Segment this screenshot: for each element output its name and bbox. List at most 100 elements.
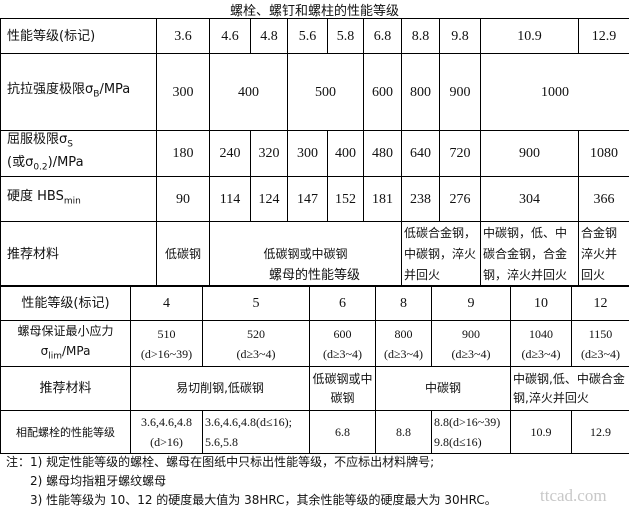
bolt-grade-table: 性能等级(标记) 3.6 4.6 4.8 5.6 5.8 6.8 8.8 9.8… <box>0 18 629 287</box>
cell: 12 <box>572 286 629 321</box>
value: 1150 <box>589 327 613 341</box>
cell: 8.8(d>16~39) 9.8(d≤16) <box>432 411 511 454</box>
value: 9.8(d≤16) <box>434 435 482 449</box>
cell: 320 <box>251 131 288 177</box>
cell: 3.6,4.6,4.8 (d>16) <box>131 411 203 454</box>
value: 5.6,5.8 <box>205 435 238 449</box>
cell: 640 <box>402 131 440 177</box>
cell: 90 <box>157 177 210 222</box>
cell: 600 <box>364 54 402 131</box>
cell: 1000 <box>481 54 629 131</box>
cell: 114 <box>210 177 251 222</box>
cell: 6.8 <box>310 411 376 454</box>
cell: 中碳钢 <box>376 367 511 411</box>
cell: 12.9 <box>572 411 629 454</box>
cell: 900 (d≥3~4) <box>432 321 511 367</box>
cell: 124 <box>251 177 288 222</box>
cell: 800 (d≥3~4) <box>376 321 432 367</box>
cell: 510 (d>16~39) <box>131 321 203 367</box>
row-label: 屈服极限σS (或σ0.2)/MPa <box>1 131 157 177</box>
grade-row: 性能等级(标记) 4 5 6 8 9 10 12 <box>1 286 629 321</box>
cell: 10.9 <box>481 19 579 54</box>
cell: 3.6 <box>157 19 210 54</box>
cell: 易切削钢,低碳钢 <box>131 367 310 411</box>
label-sub: 0.2 <box>33 162 47 172</box>
hardness-row: 硬度 HBSmin 90 114 124 147 152 181 238 276… <box>1 177 629 222</box>
cell: 276 <box>440 177 481 222</box>
label-sub: lim <box>48 351 62 361</box>
value: 800 <box>395 327 413 341</box>
note-3: 3) 性能等级为 10、12 的硬度最大值为 38HRC，其余性能等级的硬度最大… <box>30 491 497 508</box>
cell: 720 <box>440 131 481 177</box>
row-label: 推荐材料 <box>1 367 131 411</box>
cell: 900 <box>440 54 481 131</box>
cell: 1150 (d≥3~4) <box>572 321 629 367</box>
range: (d≥3~4) <box>384 347 423 361</box>
cell: 600(d≥3~4) <box>310 321 376 367</box>
cell: 8.8 <box>402 19 440 54</box>
label-text: 屈服极限σ <box>7 132 67 147</box>
cell: 181 <box>364 177 402 222</box>
cell: 1040(d≥3~4) <box>511 321 572 367</box>
range: (d≥3~4) <box>521 347 560 361</box>
row-label: 相配螺栓的性能等级 <box>1 411 131 454</box>
cell: 900 <box>481 131 579 177</box>
row-label: 性能等级(标记) <box>1 19 157 54</box>
label-sub: min <box>64 196 81 206</box>
cell: 5.6 <box>288 19 328 54</box>
note-1: 注：1) 规定性能等级的螺栓、螺母在图纸中只标出性能等级，不应标出材料牌号; <box>6 453 434 470</box>
cell: 4.6 <box>210 19 251 54</box>
range: (d≥3~4) <box>451 347 490 361</box>
cell: 8 <box>376 286 432 321</box>
note-2: 2) 螺母均指粗牙螺纹螺母 <box>30 472 166 489</box>
label-sub: S <box>67 140 73 150</box>
cell: 240 <box>210 131 251 177</box>
cell: 低碳钢或中碳钢 <box>310 367 376 411</box>
cell: 366 <box>579 177 629 222</box>
cell: 238 <box>402 177 440 222</box>
cell: 5 <box>203 286 310 321</box>
label-text: 螺母保证最小应力 <box>17 324 113 338</box>
bolt-grade-row: 相配螺栓的性能等级 3.6,4.6,4.8 (d>16) 3.6,4.6,4.8(… <box>1 411 629 454</box>
label-text: 抗拉强度极限σ <box>7 82 93 97</box>
cell: 6.8 <box>364 19 402 54</box>
cell: 8.8 <box>376 411 432 454</box>
value: 3.6,4.6,4.8 <box>141 415 192 429</box>
label-unit: /MPa <box>99 82 130 97</box>
nut-table-title: 螺母的性能等级 <box>0 264 629 283</box>
cell: 300 <box>288 131 328 177</box>
cell: 800 <box>402 54 440 131</box>
range: (d>16~39) <box>141 347 192 361</box>
range: (d≥3~4) <box>323 347 362 361</box>
value: 3.6,4.6,4.8(d≤16); <box>205 415 292 429</box>
cell: 9.8 <box>440 19 481 54</box>
cell: 400 <box>328 131 364 177</box>
value: (d>16) <box>150 435 183 449</box>
label-text: 硬度 HBS <box>7 189 64 204</box>
value: 900 <box>462 327 480 341</box>
row-label: 抗拉强度极限σB/MPa <box>1 54 157 131</box>
cell: 300 <box>157 54 210 131</box>
cell: 5.8 <box>328 19 364 54</box>
cell: 3.6,4.6,4.8(d≤16); 5.6,5.8 <box>203 411 310 454</box>
grade-row: 性能等级(标记) 3.6 4.6 4.8 5.6 5.8 6.8 8.8 9.8… <box>1 19 629 54</box>
row-label: 硬度 HBSmin <box>1 177 157 222</box>
cell: 152 <box>328 177 364 222</box>
tensile-row: 抗拉强度极限σB/MPa 300 400 500 600 800 900 100… <box>1 54 629 131</box>
range: (d≥3~4) <box>236 347 275 361</box>
value: 8.8(d>16~39) <box>434 415 500 429</box>
cell: 4 <box>131 286 203 321</box>
cell: 1080 <box>579 131 629 177</box>
cell: 4.8 <box>251 19 288 54</box>
value: 510 <box>158 327 176 341</box>
label-unit: )/MPa <box>48 155 84 170</box>
bolt-table-title: 螺栓、螺钉和螺柱的性能等级 <box>0 0 629 19</box>
range: (d≥3~4) <box>581 347 620 361</box>
cell: 10.9 <box>511 411 572 454</box>
watermark: ttcad.com <box>540 486 607 506</box>
label-text: (或σ <box>7 155 33 170</box>
cell: 6 <box>310 286 376 321</box>
